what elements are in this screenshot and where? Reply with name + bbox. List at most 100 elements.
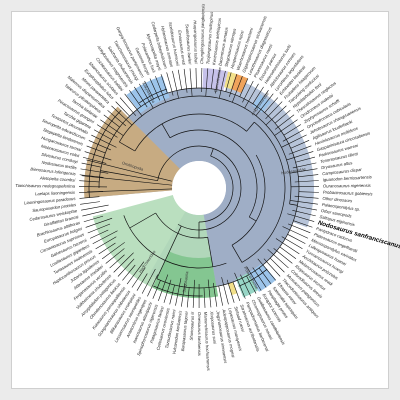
tip-branch <box>126 261 145 285</box>
tip-branch <box>175 278 182 306</box>
tip-branch <box>283 124 302 136</box>
taxon-label: Other sauropods <box>321 208 353 219</box>
yellow-sector-bottom <box>228 281 238 296</box>
taxon-label: Probactrosaurus gobiensis <box>323 190 374 197</box>
tip-branch <box>221 277 229 305</box>
internal-branch <box>119 141 136 152</box>
tip-branch <box>152 280 161 299</box>
tip-branch <box>282 226 309 239</box>
taxon-label: Omeisaurus tianfuensis <box>197 312 202 357</box>
tip-branch <box>218 70 226 99</box>
taxon-label: Emausaurus ernsti <box>177 30 186 66</box>
tip-branch <box>80 201 100 205</box>
tip-branch <box>274 109 291 124</box>
tip-branch <box>117 258 135 277</box>
tip-branch <box>205 68 209 97</box>
tip-branch <box>295 156 316 163</box>
arc-b11 <box>88 109 122 198</box>
taxon-label: Ouranosaurus nigeriensis <box>323 183 372 189</box>
tip-branch <box>144 80 154 100</box>
lavender-sector <box>202 68 229 91</box>
outgroup-branch <box>81 175 176 186</box>
internal-branch <box>156 225 182 279</box>
tip-branch <box>139 83 154 109</box>
sky-sector-right <box>252 94 271 113</box>
tip-branch <box>186 287 190 308</box>
tip-branch <box>290 140 310 149</box>
tip-branch <box>124 93 143 116</box>
tip-branch <box>203 287 206 308</box>
tip-branch <box>281 134 307 148</box>
tip-branch <box>273 248 293 264</box>
internal-branch <box>207 237 214 267</box>
tip-branch <box>207 279 212 308</box>
taxon-label: Nodosaurus textilis <box>41 160 78 171</box>
taxon-label: Laelaps liaoningensis <box>35 190 76 197</box>
arc-b2 <box>119 95 292 205</box>
internal-branch <box>161 123 171 138</box>
tip-branch <box>129 90 142 107</box>
tip-branch <box>298 191 319 193</box>
tip-branch <box>131 267 146 288</box>
taxon-label: Vulcanodon karibaensis <box>171 309 183 355</box>
tip-branch <box>172 70 179 99</box>
tip-branch <box>80 168 109 174</box>
tip-branch <box>244 83 259 109</box>
taxon-label: Other dinosaurs <box>322 196 353 204</box>
tip-branch <box>297 206 318 211</box>
tip-branch <box>98 242 116 255</box>
taxon-label: Huayangosaurus taibaii <box>193 20 199 65</box>
taxon-label: Iguanodon bernissartensis <box>323 174 373 182</box>
clade-label: Ornithopoda <box>121 160 144 172</box>
tip-branch <box>169 284 175 305</box>
tip-branch <box>83 215 104 223</box>
taxon-label: Scutellosaurus lawleri <box>185 24 193 66</box>
tip-branch <box>255 93 274 116</box>
taxon-label: Sauroposeidon proteles <box>32 202 77 213</box>
sky-sector-lower <box>248 263 277 292</box>
tip-branch <box>287 234 306 244</box>
tip-branch <box>122 264 136 281</box>
taxon-label: Barapasaurus tagorei <box>180 310 189 351</box>
tip-branch <box>84 151 112 161</box>
tip-branch <box>252 86 264 104</box>
tip-branch <box>218 285 223 306</box>
tip-branch <box>109 254 125 269</box>
tip-branch <box>82 210 106 217</box>
tip-branch <box>105 248 125 264</box>
tip-branch <box>113 252 134 273</box>
tip-branch <box>111 105 133 126</box>
tip-branch <box>246 275 257 294</box>
arc-b3 <box>241 121 286 263</box>
internal-branch <box>249 216 257 222</box>
tip-branch <box>287 213 315 222</box>
taxon-label: Mamenchisaurus hochuanensis <box>203 312 211 372</box>
taxon-label: Bienosaurus lufengensis <box>30 166 77 176</box>
arc-b13 <box>139 88 167 104</box>
tip-branch <box>275 238 300 255</box>
arc-b7 <box>169 129 258 218</box>
tip-branch <box>85 217 113 228</box>
tip-branch <box>189 68 193 97</box>
tip-branch <box>258 267 272 285</box>
taxon-label: Kentrosaurus aethiopicus <box>211 17 222 65</box>
taxon-label: Camptosaurus dispar <box>322 167 363 176</box>
tip-branch <box>87 223 111 234</box>
arc-b14 <box>238 268 268 287</box>
internal-branch <box>246 121 255 132</box>
clade-label: Stegosauria <box>181 270 189 293</box>
taxon-label: Dacentrurus armatus <box>217 26 229 66</box>
tip-branch <box>141 268 156 294</box>
internal-branch <box>210 148 214 157</box>
taxon-label: Tianchisaurus nedegoapeferima <box>15 183 76 189</box>
tip-branch <box>101 242 125 260</box>
tip-branch <box>100 119 124 136</box>
tip-branch <box>136 273 148 291</box>
arc-b9 <box>157 145 242 231</box>
arc-b6 <box>231 154 266 246</box>
clade-label: Nodosauridae <box>281 166 307 175</box>
taxon-label: Palaeospondylus sp. <box>322 202 361 212</box>
tip-branch <box>115 101 130 117</box>
tip-branch <box>267 249 289 269</box>
